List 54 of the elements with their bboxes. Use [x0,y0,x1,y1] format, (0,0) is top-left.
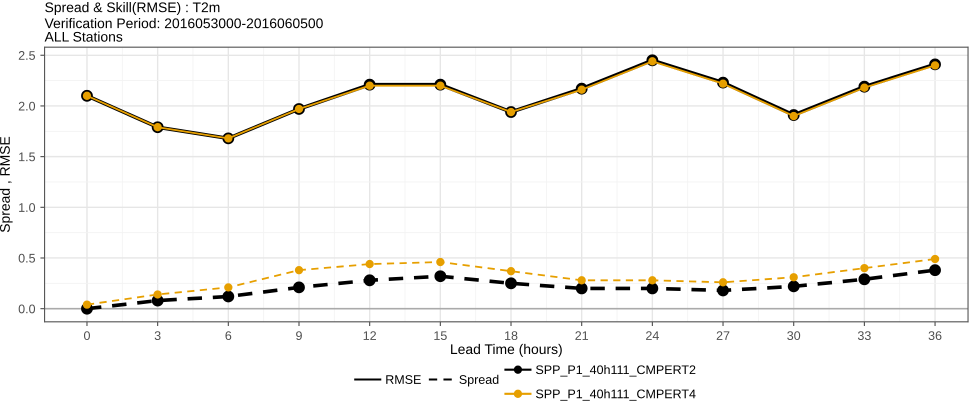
point [364,274,376,286]
point [646,282,658,294]
x-tick-label: 18 [505,331,518,340]
y-tick-label: 0.0 [18,304,36,314]
point [790,273,798,282]
y-tick-label: 1.5 [19,152,36,162]
legend-label: SPP_P1_40h111_CMPERT2 [536,364,696,377]
point [858,273,870,286]
point [434,270,446,282]
x-tick-label: 27 [716,331,730,340]
point [578,276,586,284]
x-tick-label: 12 [364,331,376,340]
point [366,260,374,268]
point [222,290,234,302]
chart-subtitle: Verification Period: 2016053000-2016060500 ALL Stations [44,18,323,42]
y-tick-label: 2.5 [18,51,36,60]
point [930,254,940,264]
point [930,61,940,70]
point [505,277,517,290]
chart-title: Spread & Skill(RMSE) : T2m [45,2,220,15]
y-tick-label: 0.5 [18,254,36,263]
x-tick-label: 33 [858,331,871,340]
legend-label: SPP_P1_40h111_CMPERT4 [536,389,696,401]
y-tick-label: 1.0 [19,203,36,212]
point [929,264,941,276]
point [436,82,445,90]
x-tick-label: 30 [787,331,800,340]
point [436,258,445,266]
text: RMSE [386,375,421,384]
point [718,79,728,88]
point [294,266,304,274]
x-tick-label: 6 [225,331,232,340]
x-tick-label: 0 [84,331,90,340]
x-tick-label: 9 [296,331,302,340]
y-tick-label: 2.0 [18,102,36,111]
x-tick-label: 24 [646,331,659,340]
x-tick-label: 15 [434,331,447,340]
point [224,283,232,292]
point [153,290,162,299]
point [82,300,92,309]
point [788,280,800,292]
x-tick-label: 3 [154,331,161,340]
point [293,281,305,294]
point [648,276,657,284]
point [718,278,728,286]
x-tick-label: 21 [575,331,588,340]
point [717,284,729,296]
point [506,267,516,276]
point [576,282,588,294]
x-axis-title: Lead Time (hours) [451,344,562,357]
point [860,264,869,272]
x-tick-label: 36 [928,331,942,340]
text: Spread [459,374,498,386]
y-axis-title: Spread , RMSE [0,136,13,232]
